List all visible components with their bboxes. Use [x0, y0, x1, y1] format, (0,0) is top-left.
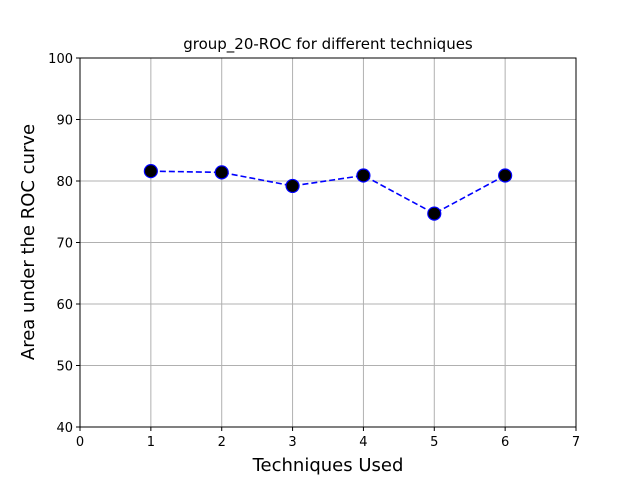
x-tick-label: 5: [430, 435, 438, 450]
x-tick-label: 7: [572, 435, 580, 450]
chart-title: group_20-ROC for different techniques: [183, 35, 473, 54]
data-point: [498, 168, 513, 183]
y-tick-label: 80: [56, 175, 73, 190]
y-axis-label: Area under the ROC curve: [18, 124, 39, 360]
x-axis-label: Techniques Used: [252, 455, 404, 476]
x-tick-label: 6: [501, 435, 509, 450]
x-tick-label: 2: [218, 435, 226, 450]
y-tick-label: 70: [56, 237, 73, 252]
series-layer: [143, 164, 513, 221]
data-point: [214, 165, 229, 180]
y-axis-ticks: 40 50 60 70 80 90 100: [48, 52, 80, 436]
y-tick-label: 40: [56, 421, 73, 436]
data-point: [143, 164, 158, 179]
y-tick-label: 60: [56, 298, 73, 313]
x-tick-label: 0: [76, 435, 84, 450]
data-point: [427, 206, 442, 221]
data-point: [285, 178, 300, 194]
x-tick-label: 1: [147, 435, 155, 450]
series-line: [150, 170, 506, 215]
x-tick-label: 3: [288, 435, 296, 450]
x-tick-label: 4: [359, 435, 367, 450]
y-tick-label: 50: [56, 360, 73, 375]
y-tick-label: 100: [48, 52, 73, 67]
x-axis-ticks: 0 1 2 3 4 5 6 7: [76, 427, 580, 450]
y-tick-label: 90: [56, 114, 73, 129]
data-point: [356, 168, 371, 183]
